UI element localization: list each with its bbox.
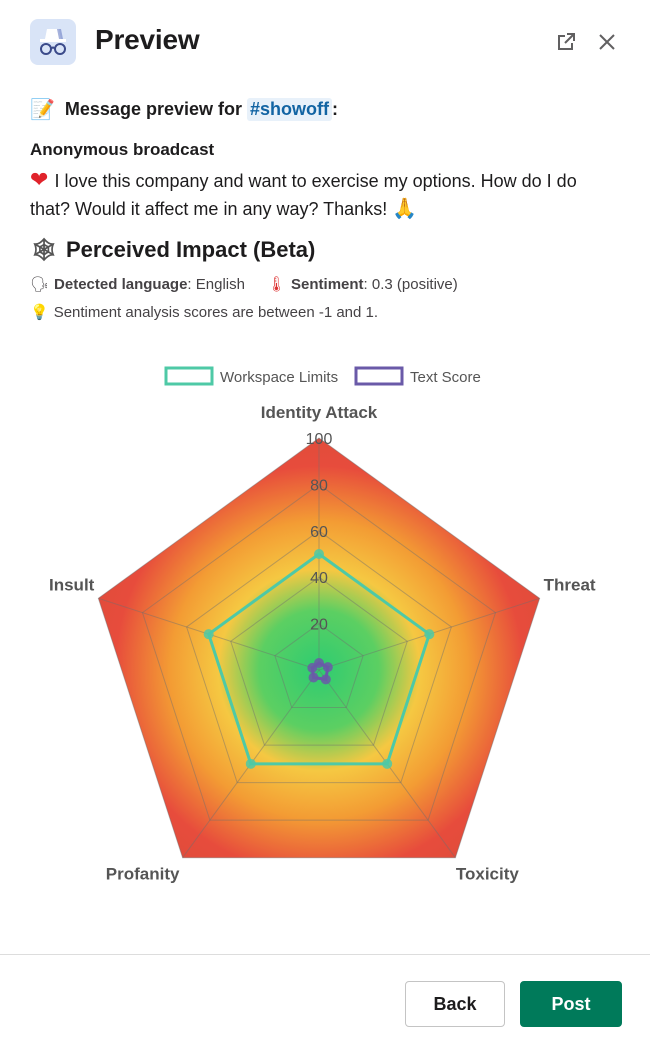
hint-text: Sentiment analysis scores are between -1… <box>53 303 379 321</box>
preview-colon: : <box>331 98 338 119</box>
back-button[interactable]: Back <box>405 981 505 1027</box>
legend-label: Workspace Limits <box>220 369 338 386</box>
grid-ring <box>230 576 408 746</box>
analysis-meta: 🗣 Detected language : English 🌡 Sentimen… <box>30 275 620 294</box>
grid-ring <box>141 483 497 821</box>
modal-header: Preview <box>0 0 650 86</box>
message-text-block: ❤ I love this company and want to exercis… <box>30 166 620 223</box>
sentiment-hint: 💡 Sentiment analysis scores are between … <box>30 303 620 322</box>
legend-label: Text Score <box>410 369 481 386</box>
series-point <box>314 549 324 559</box>
grid-ring <box>274 622 364 709</box>
preview-label: Message preview for <box>64 98 242 119</box>
series-point <box>203 629 214 640</box>
tick-label: 80 <box>310 477 328 494</box>
series-point <box>424 629 435 640</box>
tick-label: 40 <box>310 570 328 587</box>
grid-ring <box>186 530 452 784</box>
sender-name: Anonymous broadcast <box>30 140 215 159</box>
series-point <box>245 758 256 769</box>
preview-heading: 📝 Message preview for #showoff : <box>30 92 620 126</box>
legend-swatch <box>354 366 404 386</box>
impact-title: Perceived Impact (Beta) <box>65 237 316 262</box>
post-button[interactable]: Post <box>520 981 622 1027</box>
language-value: : English <box>187 275 245 293</box>
memo-icon: 📝 <box>30 98 55 121</box>
channel-link[interactable]: #showoff <box>246 97 332 121</box>
heat-area <box>98 438 540 858</box>
sentiment-value: : 0.3 (positive) <box>363 275 458 293</box>
speaking-head-icon: 🗣 <box>30 276 50 293</box>
pray-icon: 🙏 <box>392 198 418 220</box>
axis-label: Profanity <box>106 865 180 884</box>
axis-label: Toxicity <box>456 865 520 884</box>
heart-icon: ❤ <box>30 167 49 192</box>
open-external-button[interactable] <box>552 28 580 56</box>
axis-label: Insult <box>49 575 95 594</box>
close-button[interactable] <box>593 28 621 56</box>
external-link-icon <box>558 33 575 50</box>
radar-chart: 20 40 60 80 100 Identity Attack Threat Toxicit… <box>49 366 596 884</box>
grid-ring <box>97 437 541 859</box>
modal-footer: Back Post <box>0 954 650 1051</box>
incognito-app-icon <box>30 19 76 65</box>
impact-heading: 🕸 Perceived Impact (Beta) <box>30 237 620 263</box>
series-point <box>322 662 333 673</box>
series-line <box>206 552 432 766</box>
legend-swatch <box>164 366 214 386</box>
lightbulb-icon: 💡 <box>30 304 49 321</box>
series-point <box>307 662 318 673</box>
thermometer-icon: 🌡 <box>266 276 287 293</box>
series-point <box>320 674 331 685</box>
message-text: I love this company and want to exercise… <box>30 171 577 219</box>
close-icon <box>599 34 615 50</box>
modal-content: 📝 Message preview for #showoff : Anonymo… <box>30 92 620 321</box>
axis-label: Identity Attack <box>261 403 378 422</box>
spider-web-icon: 🕸 <box>30 237 58 262</box>
series-point <box>308 672 319 683</box>
sentiment-label: Sentiment <box>291 275 364 293</box>
modal-title: Preview <box>95 24 200 55</box>
language-label: Detected language <box>54 275 188 293</box>
tick-label: 60 <box>310 524 328 541</box>
axis-label: Threat <box>544 575 596 594</box>
tick-label: 100 <box>306 431 333 448</box>
tick-label: 20 <box>310 617 328 634</box>
series-point <box>382 758 393 769</box>
